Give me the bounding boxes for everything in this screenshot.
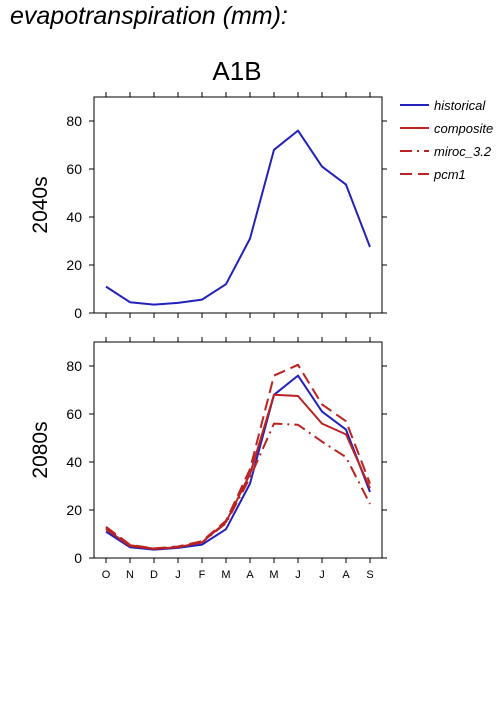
y-tick-label: 40 [66,454,82,470]
y-tick-label: 40 [66,209,82,225]
x-tick-label: J [295,569,301,581]
x-tick-label: S [366,569,373,581]
y-tick-label: 20 [66,257,82,273]
panel-label: 2080s [29,421,52,478]
y-tick-label: 20 [66,502,82,518]
panel-2040s: 0 20 40 60 80 2040s [29,92,387,321]
x-tick-label: D [150,569,158,581]
series-line-pcm1 [105,363,371,550]
panel-2080s: 0 20 40 60 80 O N D J F M A M J J A S 2080s [29,337,387,581]
x-tick-label: A [246,569,254,581]
y-tick-label: 0 [74,550,82,566]
x-tick-label: M [269,569,278,581]
y-tick-label: 80 [66,358,82,374]
series-line-miroc-3-2 [105,422,371,550]
y-tick-label: 0 [74,305,82,321]
y-tick-label: 60 [66,406,82,422]
series-line-historical [105,374,371,551]
legend-label: pcm1 [433,167,466,182]
series-line-historical [105,129,371,306]
legend-label: historical [434,98,486,113]
legend-label: composite [434,121,493,136]
x-tick-label: M [221,569,230,581]
page-title: evapotranspiration (mm): [10,2,288,30]
x-tick-label: A [342,569,350,581]
legend: historical composite miroc_3.2 pcm1 [400,98,493,182]
x-tick-label: F [199,569,206,581]
plot-frame [93,341,383,559]
x-tick-label: N [126,569,134,581]
plot-frame [93,96,383,314]
legend-label: miroc_3.2 [434,144,492,159]
y-tick-label: 80 [66,113,82,129]
y-tick-label: 60 [66,161,82,177]
x-tick-label: J [319,569,325,581]
scenario-label: A1B [212,56,261,86]
panel-label: 2040s [29,176,52,233]
x-tick-label: J [175,569,181,581]
x-tick-label: O [102,569,111,581]
